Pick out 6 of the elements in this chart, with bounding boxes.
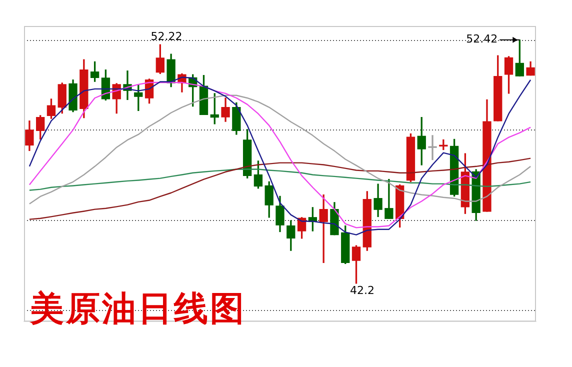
candlestick (319, 194, 328, 264)
annotation: 52.42 (466, 32, 498, 46)
annotation: 42.2 (350, 284, 375, 297)
annotation: 52.22 (150, 30, 182, 43)
text: 美原油日线图 (30, 288, 246, 331)
candlestick (428, 135, 437, 160)
